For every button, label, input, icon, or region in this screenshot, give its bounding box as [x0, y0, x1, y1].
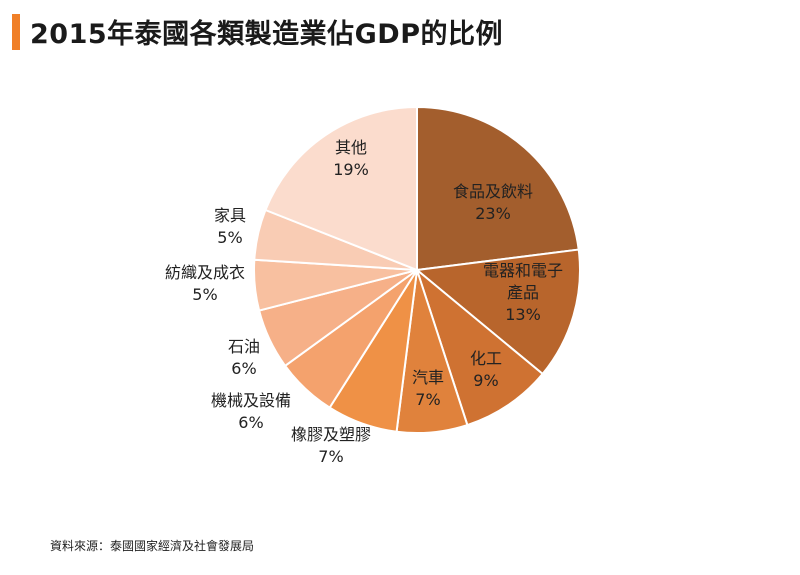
slice-value-1: 23% — [475, 204, 511, 223]
slice-value-2: 13% — [505, 305, 541, 324]
slice-value-5: 7% — [318, 447, 343, 466]
slice-value-3: 9% — [473, 371, 498, 390]
slice-value-6: 6% — [238, 413, 263, 432]
slice-label-9: 家具 — [214, 206, 246, 225]
slice-label-3: 化工 — [470, 349, 502, 368]
title-accent-bar — [12, 14, 20, 50]
chart-title: 2015年泰國各類製造業佔GDP的比例 — [30, 19, 504, 50]
source-note: 資料來源：泰國國家經濟及社會發展局 — [50, 539, 255, 553]
slice-value-4: 7% — [415, 390, 440, 409]
slice-label-7: 石油 — [228, 337, 260, 356]
slice-value-7: 6% — [231, 359, 256, 378]
slice-label-2-line-1: 電器和電子 — [483, 261, 563, 280]
slice-value-10: 19% — [333, 160, 369, 179]
slice-label-4: 汽車 — [412, 368, 444, 387]
slice-label-6: 機械及設備 — [211, 391, 291, 410]
slice-label-2-line-2: 產品 — [507, 283, 539, 302]
pie-slice-3 — [414, 267, 544, 427]
pie-slice-1 — [416, 105, 580, 272]
slice-value-8: 5% — [192, 285, 217, 304]
pie-slices — [252, 105, 581, 434]
slice-label-1: 食品及飲料 — [453, 182, 533, 201]
pie-slice-10 — [264, 105, 418, 272]
pie-slice-2 — [414, 248, 581, 376]
slice-label-5: 橡膠及塑膠 — [291, 425, 371, 444]
slice-label-10: 其他 — [335, 138, 367, 157]
slice-value-9: 5% — [217, 228, 242, 247]
slice-label-8: 紡織及成衣 — [165, 263, 245, 282]
